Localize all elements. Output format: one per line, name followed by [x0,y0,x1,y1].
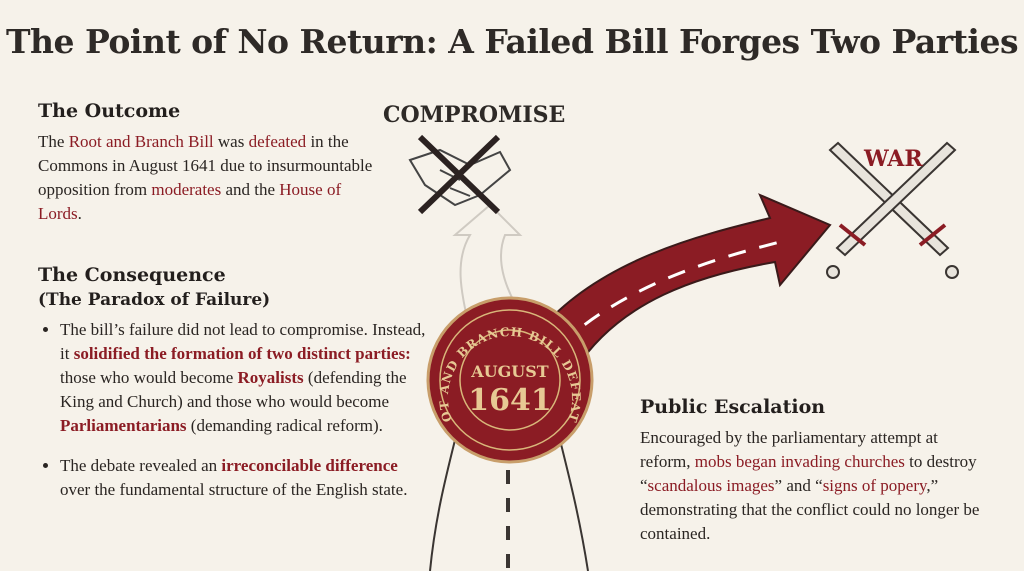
road-arrow-icon [538,193,832,372]
text-segment: Encouraged by the parliamentary attempt … [640,428,938,471]
highlighted-term: moderates [151,180,222,199]
highlighted-term: signs of popery [822,476,927,495]
consequence-heading: The Consequence [38,264,226,286]
text-segment: over the fundamental structure of the En… [60,480,408,499]
war-label: WAR [864,146,923,172]
consequence-bullets: The bill’s failure did not lead to compr… [38,318,428,518]
text-segment: (defending the King and Church) and thos… [60,368,407,411]
highlighted-term: Root and Branch Bill [68,132,214,151]
faded-road-icon [452,203,526,331]
bullet-item: The debate revealed an irreconcilable di… [60,454,428,502]
outcome-heading: The Outcome [38,100,181,122]
crossed-out-icon [417,134,501,215]
text-segment: The debate revealed an [60,456,222,475]
text-segment: in the Commons in August 1641 due to ins… [38,132,373,199]
text-segment: ,” demonstrating that the conflict could… [640,476,980,543]
seal-month: AUGUST [470,362,549,381]
highlighted-term: House of Lords [38,180,342,223]
bullet-item: The bill’s failure did not lead to compr… [60,318,428,438]
crossed-swords-icon [826,141,959,279]
escalation-text: Encouraged by the parliamentary attempt … [640,426,985,546]
highlighted-term: mobs began invading churches [694,452,905,471]
highlighted-term: Royalists [237,368,304,387]
road-down-icon [429,439,589,571]
highlighted-term: scandalous images [647,476,775,495]
text-segment: (demanding radical reform). [186,416,383,435]
outcome-text: The Root and Branch Bill was defeated in… [38,130,383,226]
escalation-heading: Public Escalation [640,396,826,418]
text-segment: The bill’s failure did not lead to compr… [60,320,426,363]
page-title: The Point of No Return: A Failed Bill Fo… [5,22,1019,61]
text-segment: ” and “ [774,476,823,495]
compromise-label: COMPROMISE [383,102,566,128]
highlighted-term: irreconcilable difference [221,456,398,475]
text-segment: and the [221,180,280,199]
highlighted-term: solidified the formation of two distinct… [73,344,411,363]
seal-year: 1641 [468,383,552,418]
text-segment: The [38,132,69,151]
text-segment: . [77,204,82,223]
text-segment: those who would become [60,368,238,387]
text-segment: was [213,132,249,151]
highlighted-term: Parliamentarians [60,416,187,435]
text-segment: to destroy “ [640,452,977,495]
highlighted-term: defeated [248,132,307,151]
consequence-subheading: (The Paradox of Failure) [38,290,271,310]
